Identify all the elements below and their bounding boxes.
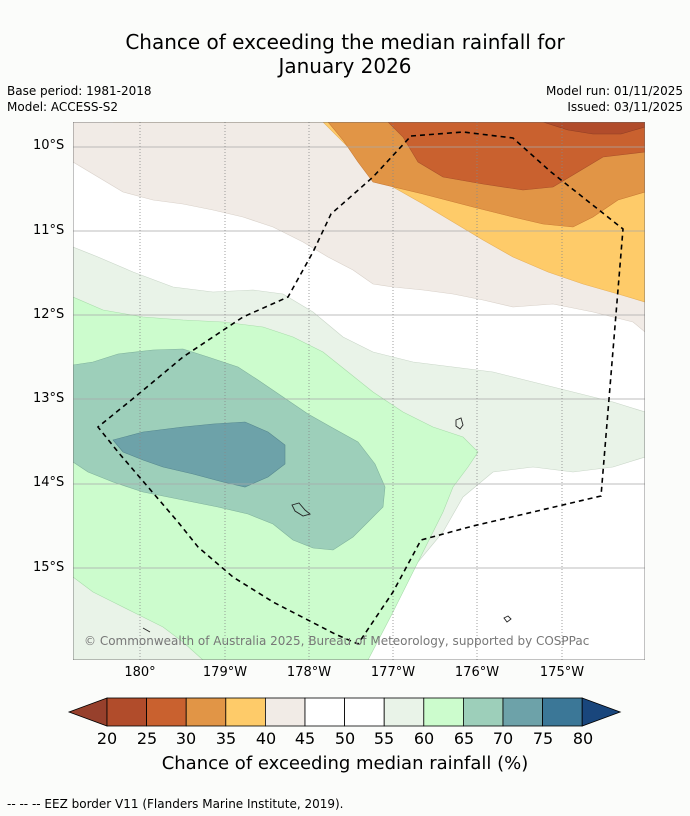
region-70-75 <box>112 421 286 488</box>
meta-right: Model run: 01/11/2025 Issued: 03/11/2025 <box>546 83 683 115</box>
lon-label-178w: 178°W <box>286 665 332 680</box>
colorbar-tick-20: 20 <box>96 729 118 748</box>
lon-label-179w: 179°W <box>202 665 248 680</box>
title-line-2: January 2026 <box>278 54 412 78</box>
lat-label-13s: 13°S <box>33 391 65 406</box>
lat-label-10s: 10°S <box>33 138 65 153</box>
lon-label-175w: 175°W <box>539 665 585 680</box>
lat-label-15s: 15°S <box>33 560 65 575</box>
colorbar-box-75-80 <box>542 697 583 727</box>
island-tiny <box>142 627 151 633</box>
colorbar-tick-25: 25 <box>136 729 158 748</box>
island-fiji-lau <box>291 502 311 517</box>
colorbar-box-50-55 <box>344 697 385 727</box>
colorbar-box-40-45 <box>264 697 306 727</box>
colorbar-box-55-60 <box>383 697 425 727</box>
colorbar-box-30-35 <box>185 697 227 727</box>
colorbar-tick-80: 80 <box>572 729 594 748</box>
title-line-1: Chance of exceeding the median rainfall … <box>125 30 565 54</box>
lon-label-176w: 176°W <box>454 665 500 680</box>
colorbar-tick-60: 60 <box>413 729 435 748</box>
colorbar-tick-30: 30 <box>175 729 197 748</box>
colorbar-box-20-25 <box>106 697 147 727</box>
colorbar-box-35-40 <box>225 697 266 727</box>
colorbar <box>67 697 622 727</box>
colorbar-tick-50: 50 <box>334 729 356 748</box>
issued-date: Issued: 03/11/2025 <box>567 100 683 114</box>
model-name: Model: ACCESS-S2 <box>7 100 119 114</box>
copyright-notice: © Commonwealth of Australia 2025, Bureau… <box>84 634 590 648</box>
colorbar-tick-70: 70 <box>492 729 514 748</box>
model-run: Model run: 01/11/2025 <box>545 84 683 98</box>
colorbar-tick-75: 75 <box>532 729 554 748</box>
colorbar-box-60-65 <box>423 697 464 727</box>
map-title: Chance of exceeding the median rainfall … <box>0 30 690 78</box>
lat-gridlines <box>73 146 645 569</box>
eez-footnote: -- -- -- EEZ border V11 (Flanders Marine… <box>7 797 344 811</box>
colorbar-box-25-30 <box>146 697 187 727</box>
island-tonga <box>455 417 464 430</box>
colorbar-box-45-50 <box>304 697 345 727</box>
eez-border <box>96 131 624 645</box>
colorbar-tick-65: 65 <box>453 729 475 748</box>
lon-label-180: 180° <box>124 665 156 680</box>
region-30-35 <box>387 122 645 191</box>
colorbar-tick-40: 40 <box>255 729 277 748</box>
colorbar-box-70-75 <box>502 697 543 727</box>
region-25-30 <box>542 122 645 135</box>
lon-label-177w: 177°W <box>370 665 416 680</box>
colorbar-box-65-70 <box>462 697 504 727</box>
colorbar-under-arrow <box>67 697 108 727</box>
colorbar-over-arrow <box>581 697 622 727</box>
rainfall-map <box>73 122 645 660</box>
colorbar-tick-55: 55 <box>373 729 395 748</box>
island-small <box>503 615 512 623</box>
meta-left: Base period: 1981-2018 Model: ACCESS-S2 <box>7 83 152 115</box>
lat-label-11s: 11°S <box>33 223 65 238</box>
colorbar-tick-45: 45 <box>294 729 316 748</box>
colorbar-tick-35: 35 <box>215 729 237 748</box>
base-period: Base period: 1981-2018 <box>7 84 152 98</box>
lat-label-14s: 14°S <box>33 475 65 490</box>
lat-label-12s: 12°S <box>33 307 65 322</box>
colorbar-title: Chance of exceeding median rainfall (%) <box>161 753 529 774</box>
